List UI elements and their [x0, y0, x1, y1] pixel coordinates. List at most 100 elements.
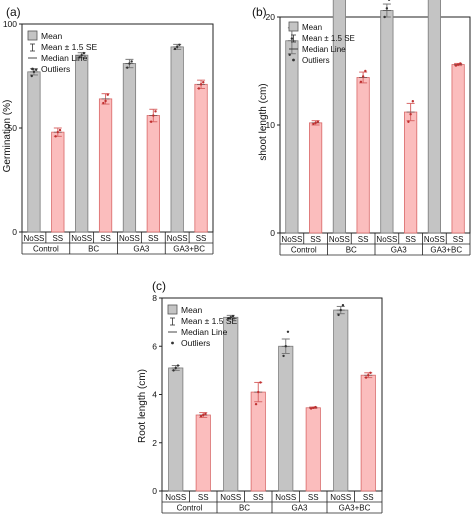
data-point — [364, 69, 367, 73]
x-sublabel: NoSS — [23, 234, 44, 243]
x-group-label: BC — [346, 246, 357, 255]
bar — [333, 309, 349, 492]
x-sublabel: NoSS — [119, 234, 140, 243]
legend-outliers-icon — [292, 58, 295, 62]
y-tick-label: 6 — [152, 341, 157, 351]
legend-se-label: Mean ± 1.5 SE — [41, 42, 97, 52]
bar — [168, 367, 184, 492]
legend-outliers-label: Outliers — [181, 338, 210, 348]
data-point — [385, 7, 389, 10]
y-tick-label: 100 — [3, 19, 17, 29]
bar — [98, 98, 113, 233]
x-sublabel: NoSS — [275, 493, 296, 502]
panel-c: (c) Root length (cm) 0 2 4 6 8 NoSS SS NoSS SS No… — [137, 279, 383, 514]
data-point — [154, 110, 157, 113]
data-point — [314, 405, 317, 409]
data-point — [126, 66, 129, 69]
x-group-label: GA3+BC — [173, 245, 205, 254]
legend-se-label: Mean ± 1.5 SE — [181, 316, 237, 326]
bar — [360, 374, 376, 492]
y-tick-label: 0 — [270, 228, 275, 238]
legend-mean-label: Mean — [41, 31, 63, 41]
data-point — [128, 62, 131, 65]
data-point — [130, 60, 133, 63]
bar — [75, 54, 89, 233]
bar — [170, 46, 184, 233]
data-point — [337, 313, 340, 317]
data-point — [254, 402, 258, 406]
x-group-label: GA3 — [291, 504, 308, 513]
data-point — [309, 407, 313, 410]
x-sublabel: SS — [405, 235, 416, 244]
panel-a-legend: Mean Mean ± 1.5 SE Median Line Outliers — [27, 30, 97, 74]
legend-mean-label: Mean — [302, 23, 322, 32]
bar — [223, 316, 239, 492]
y-tick-label: 4 — [152, 390, 157, 400]
data-point — [282, 354, 285, 358]
data-point — [32, 70, 36, 74]
y-tick-label: 10 — [266, 120, 276, 130]
x-group-label: Control — [291, 246, 317, 255]
legend-se-icon — [291, 34, 296, 43]
x-sublabel: NoSS — [71, 234, 92, 243]
panel-a-plot: 0 50 100 NoSS SS NoSS SS NoSS SS NoSS SS Control BC G… — [3, 19, 214, 255]
y-tick-label: 50 — [8, 123, 18, 133]
bar — [27, 71, 41, 233]
data-point — [30, 74, 33, 78]
data-point — [312, 406, 315, 409]
panel-c-plot: 0 2 4 6 8 NoSS SS NoSS SS NoSS SS NoSS SS Control BC GA… — [152, 293, 383, 514]
legend-outliers-icon — [31, 67, 34, 71]
bar — [250, 391, 266, 492]
data-point — [102, 101, 105, 105]
bar — [194, 83, 208, 233]
panel-b: (b) shoot length (cm) 0 10 20 NoSS SS NoSS SS N… — [252, 0, 471, 256]
x-sublabel: SS — [308, 493, 319, 502]
data-point — [202, 413, 205, 417]
data-point — [312, 122, 315, 126]
data-point — [369, 371, 372, 374]
bar — [146, 115, 160, 233]
data-point — [257, 390, 260, 394]
x-sublabel: SS — [358, 235, 369, 244]
data-point — [34, 68, 38, 71]
bar — [427, 0, 441, 234]
data-point — [364, 376, 368, 379]
data-point — [104, 99, 107, 103]
data-point — [199, 415, 203, 418]
x-sublabel: NoSS — [220, 493, 241, 502]
bar — [51, 131, 65, 233]
x-sublabel: SS — [100, 234, 111, 243]
x-sublabel: SS — [196, 234, 207, 243]
data-point — [284, 345, 287, 348]
data-point — [202, 81, 205, 84]
legend-outliers-label: Outliers — [302, 56, 330, 65]
data-point — [56, 130, 60, 134]
data-point — [152, 114, 155, 117]
data-point — [259, 381, 262, 384]
data-point — [290, 37, 294, 40]
data-point — [314, 121, 317, 125]
legend-median-label: Median Line — [41, 53, 88, 63]
bar — [195, 414, 211, 492]
data-point — [199, 83, 203, 86]
bar — [122, 63, 137, 233]
legend-se-icon — [170, 317, 175, 326]
data-point — [175, 45, 179, 49]
x-sublabel: NoSS — [330, 493, 351, 502]
panel-b-ylabel: shoot length (cm) — [258, 83, 269, 160]
x-group-label: GA3+BC — [430, 246, 462, 255]
data-point — [407, 120, 410, 123]
bar — [285, 40, 299, 234]
data-point — [80, 54, 83, 57]
x-sublabel: SS — [198, 493, 209, 502]
bar — [404, 111, 418, 234]
y-tick-label: 0 — [152, 486, 157, 496]
legend-outliers-label: Outliers — [41, 64, 70, 74]
panel-c-legend: Mean Mean ± 1.5 SE Median Line Outliers — [167, 304, 237, 348]
bar — [305, 407, 321, 492]
legend-se-icon — [30, 43, 35, 52]
x-group-label: GA3 — [391, 246, 408, 255]
y-tick-label: 2 — [152, 438, 157, 448]
data-point — [178, 43, 181, 46]
